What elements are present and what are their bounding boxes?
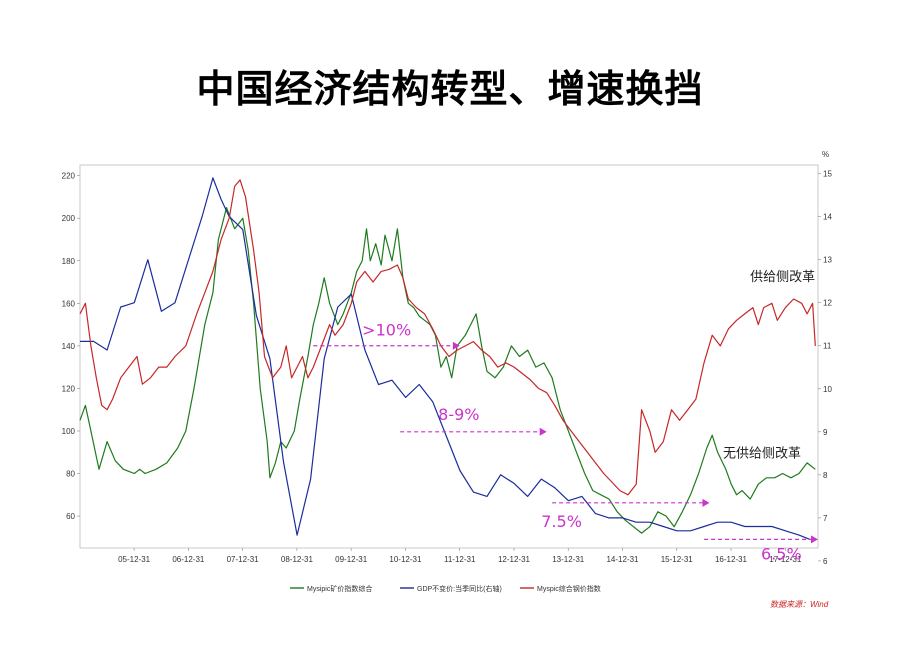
x-axis-tick-label: 16-12-31 (715, 555, 748, 564)
right-axis-tick-label: 7 (823, 514, 828, 523)
right-axis-unit: % (822, 150, 829, 159)
left-axis-tick-label: 100 (62, 427, 76, 436)
arrow-gt10-head (452, 341, 460, 350)
right-axis-tick-label: 8 (823, 471, 828, 480)
source-label: 数据来源：Wind (770, 600, 829, 609)
left-axis-tick-label: 200 (62, 214, 76, 223)
x-axis-tick-label: 09-12-31 (335, 555, 368, 564)
right-axis-tick-label: 14 (823, 213, 832, 222)
annotation-6-5: 6.5% (761, 544, 802, 563)
arrow-8-9-head (539, 427, 547, 436)
annotation-no-supply-reform: 无供给侧改革 (723, 447, 801, 462)
annotation-supply-reform: 供给侧改革 (750, 270, 815, 285)
left-axis-tick-label: 140 (62, 342, 76, 351)
x-axis-tick-label: 06-12-31 (172, 555, 205, 564)
legend-label-0: Mysipic矿价指数综合 (307, 584, 372, 593)
arrow-6-5-head (811, 535, 818, 544)
left-axis-tick-label: 120 (62, 384, 76, 393)
right-axis-tick-label: 6 (823, 557, 828, 566)
right-axis-tick-label: 10 (823, 385, 832, 394)
x-axis-tick-label: 12-12-31 (498, 555, 531, 564)
legend-label-2: Myspic综合钢价指数 (537, 584, 601, 593)
annotation-8-9: 8-9% (438, 405, 479, 424)
right-axis-tick-label: 13 (823, 256, 832, 265)
left-axis-tick-label: 60 (66, 512, 75, 521)
x-axis-tick-label: 11-12-31 (444, 555, 476, 564)
legend-label-1: GDP不变价:当季同比(右轴) (417, 584, 502, 593)
page-title: 中国经济结构转型、增速换挡 (196, 67, 704, 111)
x-axis-tick-label: 13-12-31 (552, 555, 585, 564)
left-axis-tick-label: 220 (62, 172, 76, 181)
right-axis-tick-label: 11 (823, 342, 832, 351)
annotation-gt10: >10% (362, 321, 411, 340)
right-axis-tick-label: 9 (823, 428, 828, 437)
x-axis-tick-label: 07-12-31 (227, 555, 260, 564)
left-axis-tick-label: 80 (66, 470, 75, 479)
x-axis-tick-label: 14-12-31 (606, 555, 639, 564)
left-axis-tick-label: 160 (62, 299, 76, 308)
right-axis-tick-label: 12 (823, 299, 832, 308)
x-axis-tick-label: 08-12-31 (281, 555, 314, 564)
x-axis-tick-label: 10-12-31 (389, 555, 422, 564)
annotation-7-5: 7.5% (541, 512, 582, 531)
x-axis-tick-label: 05-12-31 (118, 555, 151, 564)
left-axis-tick-label: 180 (62, 257, 76, 266)
series-line-2 (79, 179, 816, 496)
series-line-1 (80, 177, 811, 540)
x-axis-tick-label: 17-12-31 (769, 555, 802, 564)
arrow-7-5-head (702, 498, 710, 507)
right-axis-tick-label: 15 (823, 170, 832, 179)
x-axis-tick-label: 15-12-31 (661, 555, 694, 564)
